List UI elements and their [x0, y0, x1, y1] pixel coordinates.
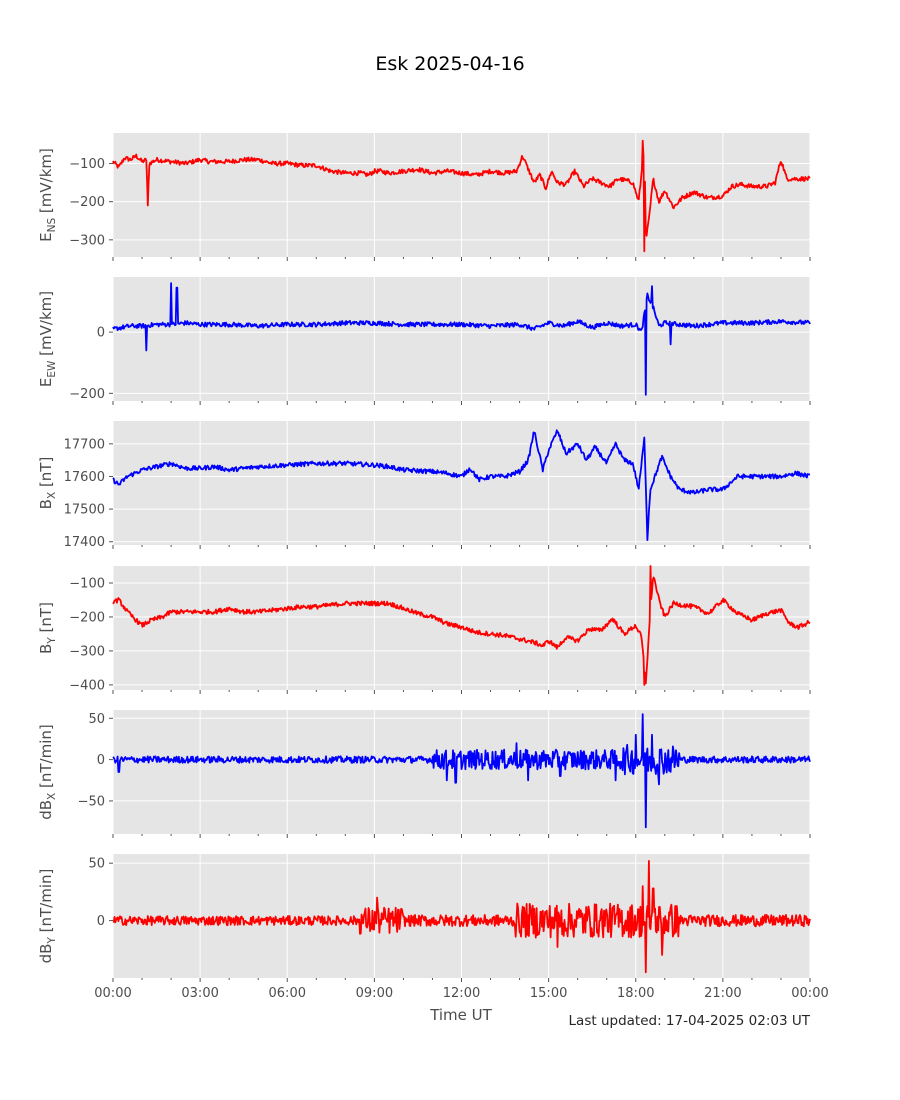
y-axis-label: dBY [nT/min]: [37, 869, 58, 964]
y-axis-label: dBX [nT/min]: [37, 724, 58, 820]
y-tick-label: −200: [69, 195, 105, 210]
y-tick-label: 17400: [64, 535, 105, 550]
panels: −300 −200 −100 ENS [mV/km] −200 0 EEW [mV/km] 1…: [37, 133, 811, 982]
figure-title: Esk 2025-04-16: [375, 53, 524, 75]
data-series-line: [112, 429, 811, 541]
y-axis-label: ENS [mV/km]: [37, 148, 58, 242]
y-tick-label: −400: [69, 678, 105, 693]
y-tick-label: 0: [97, 326, 105, 341]
x-tick-label: 18:00: [617, 986, 654, 1001]
y-tick-label: 17500: [64, 503, 105, 518]
x-tick-label: 09:00: [356, 986, 393, 1001]
y-axis-label: BY [nT]: [37, 602, 58, 654]
x-tick-label: 03:00: [181, 986, 218, 1001]
x-tick-label: 00:00: [94, 986, 131, 1001]
panel-4: −400 −300 −200 −100 BY [nT]: [37, 565, 811, 694]
y-tick-label: 50: [88, 857, 105, 872]
x-tick-label: 21:00: [704, 986, 741, 1001]
panel-1: −300 −200 −100 ENS [mV/km]: [37, 133, 811, 261]
panel-5: −50 0 50 dBX [nT/min]: [37, 710, 811, 838]
y-tick-label: −300: [69, 233, 105, 248]
y-tick-label: −200: [69, 610, 105, 625]
y-tick-label: 50: [88, 712, 105, 727]
y-tick-label: 0: [97, 914, 105, 929]
y-axis-label: EEW [mV/km]: [37, 291, 58, 387]
panel-6: 0 50 dBY [nT/min]: [37, 854, 811, 982]
y-tick-label: −200: [69, 387, 105, 402]
panel-2: −200 0 EEW [mV/km]: [37, 277, 811, 405]
x-tick-label: 15:00: [530, 986, 567, 1001]
y-tick-label: −50: [78, 794, 105, 809]
y-tick-label: 0: [97, 753, 105, 768]
data-series-line: [112, 139, 811, 253]
data-series-line: [112, 713, 811, 829]
y-tick-label: 17600: [64, 470, 105, 485]
x-tick-labels: 00:00 03:00 06:00 09:00 12:00 15:00 18:00 21:00…: [94, 986, 828, 1001]
data-series-line: [112, 565, 811, 686]
x-tick-label: 06:00: [269, 986, 306, 1001]
y-tick-label: 17700: [64, 437, 105, 452]
last-updated-note: Last updated: 17-04-2025 02:03 UT: [569, 1013, 811, 1029]
data-series-line: [112, 282, 811, 396]
x-tick-label: 00:00: [791, 986, 828, 1001]
x-axis-label: Time UT: [429, 1006, 492, 1024]
y-tick-label: −100: [69, 157, 105, 172]
y-tick-label: −300: [69, 644, 105, 659]
panel-3: 17400 17500 17600 17700 BX [nT]: [37, 421, 811, 550]
x-tick-label: 12:00: [443, 986, 480, 1001]
y-tick-label: −100: [69, 576, 105, 591]
data-series-line: [112, 860, 811, 974]
y-axis-label: BX [nT]: [37, 457, 58, 510]
